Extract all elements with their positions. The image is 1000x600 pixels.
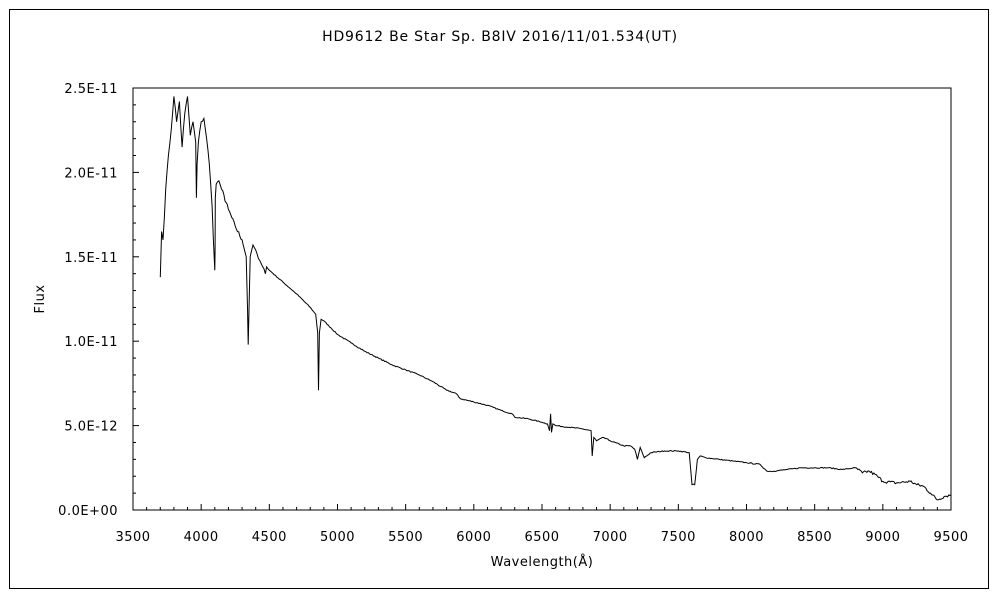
y-tick-label: 5.0E-12 [64,420,118,435]
x-tick-label: 9000 [865,530,900,545]
x-tick-label: 9500 [933,530,968,545]
x-tick-label: 7000 [593,530,628,545]
x-tick-label: 4000 [184,530,219,545]
x-tick-label: 6000 [456,530,491,545]
chart-frame [9,9,989,589]
x-tick-label: 8000 [729,530,764,545]
y-axis-label: Flux [33,284,48,313]
y-tick-label: 1.0E-11 [64,335,118,350]
chart-title: HD9612 Be Star Sp. B8IV 2016/11/01.534(U… [322,29,678,45]
y-tick-label: 0.0E+00 [58,504,118,519]
x-tick-label: 5000 [320,530,355,545]
x-tick-label: 5500 [388,530,423,545]
y-tick-label: 1.5E-11 [64,251,118,266]
x-axis-label: Wavelength(Å) [491,554,594,570]
x-tick-label: 4500 [252,530,287,545]
y-axis-tick-labels: 0.0E+00 5.0E-12 1.0E-11 1.5E-11 2.0E-11 2.5E-… [58,82,118,519]
x-axis-tick-labels: 3500 4000 4500 5000 5500 6000 6500 7000 7500 8000… [115,530,968,545]
x-tick-label: 7500 [661,530,696,545]
y-tick-label: 2.5E-11 [64,82,118,97]
spectrum-line [159,96,952,501]
axis-ticks [132,87,952,511]
plot-area [132,87,952,511]
x-tick-label: 6500 [524,530,559,545]
y-tick-label: 2.0E-11 [64,166,118,181]
x-tick-label: 3500 [115,530,150,545]
x-tick-label: 8500 [797,530,832,545]
